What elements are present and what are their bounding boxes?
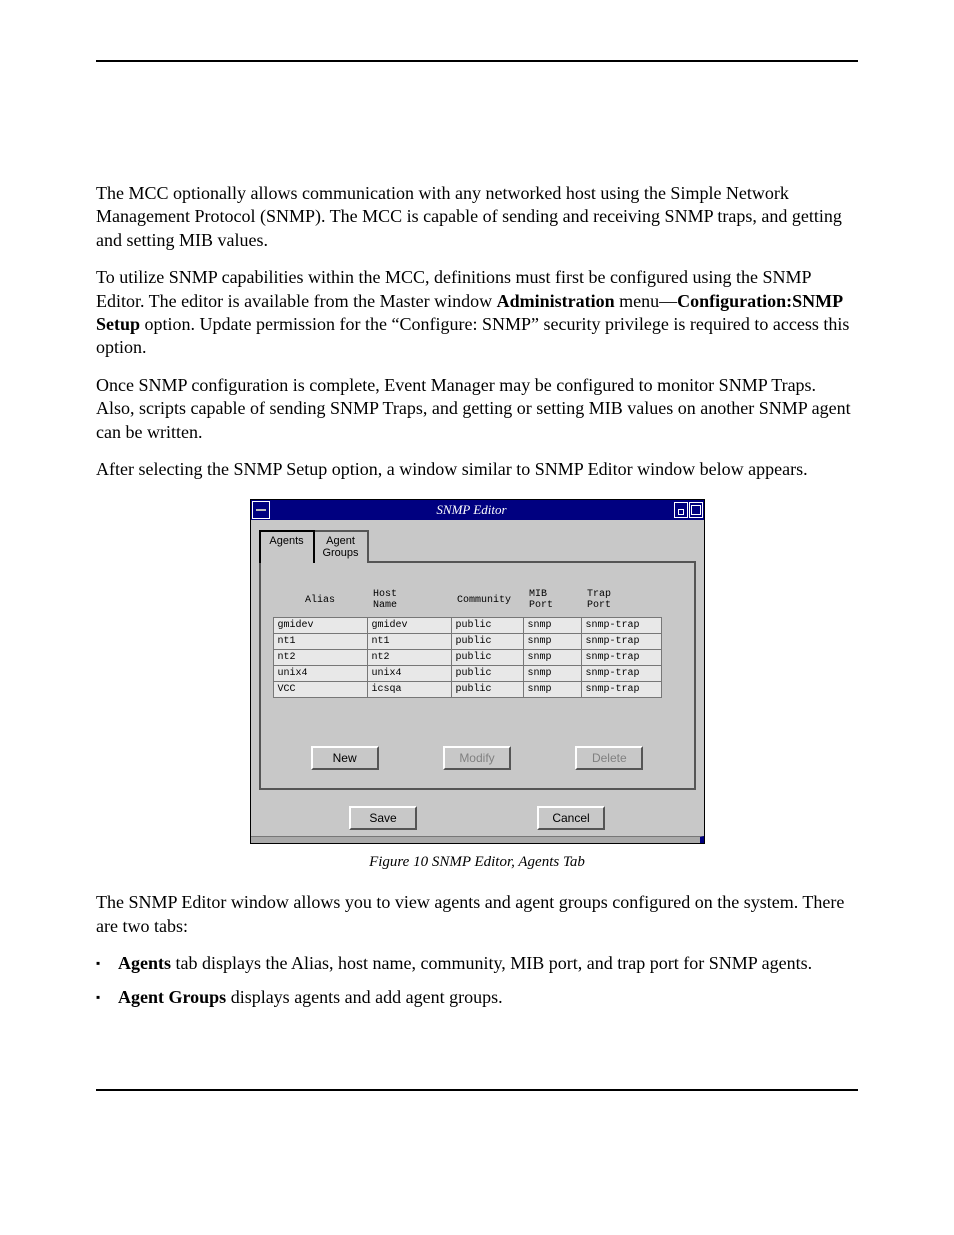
snmp-editor-window: SNMP Editor Agents Agent Groups Alias (250, 499, 705, 844)
p2-c: option. Update permission for the “Confi… (96, 314, 849, 357)
bullet-list: Agents tab displays the Alias, host name… (96, 952, 858, 1009)
tab-agent-groups[interactable]: Agent Groups (313, 530, 369, 563)
col-alias: Alias (273, 585, 367, 618)
cell-host: icsqa (367, 682, 451, 698)
paragraph-1: The MCC optionally allows communication … (96, 182, 858, 252)
titlebar: SNMP Editor (251, 500, 704, 520)
cancel-button[interactable]: Cancel (537, 806, 605, 830)
bullet-1-bold: Agents (118, 953, 171, 973)
p2-b: menu— (615, 291, 678, 311)
cell-alias: unix4 (273, 666, 367, 682)
cell-host: unix4 (367, 666, 451, 682)
paragraph-2: To utilize SNMP capabilities within the … (96, 266, 858, 360)
cell-trap: snmp-trap (581, 634, 661, 650)
minimize-icon[interactable] (674, 502, 688, 518)
col-trap: Trap Port (581, 585, 661, 618)
cell-alias: nt2 (273, 650, 367, 666)
cell-alias: VCC (273, 682, 367, 698)
body-text: The MCC optionally allows communication … (96, 182, 858, 481)
top-rule (96, 60, 858, 62)
cell-host: gmidev (367, 618, 451, 634)
cell-community: public (451, 618, 523, 634)
delete-button[interactable]: Delete (575, 746, 643, 770)
maximize-icon[interactable] (689, 502, 703, 518)
bullet-1-rest: tab displays the Alias, host name, commu… (171, 953, 812, 973)
cell-host: nt2 (367, 650, 451, 666)
cell-trap: snmp-trap (581, 682, 661, 698)
bullet-2-rest: displays agents and add agent groups. (226, 987, 502, 1007)
tab-agents[interactable]: Agents (259, 530, 315, 563)
table-row[interactable]: VCC icsqa public snmp snmp-trap (273, 682, 661, 698)
col-mib: MIB Port (523, 585, 581, 618)
col-community: Community (451, 585, 523, 618)
status-bar (251, 836, 704, 843)
cell-alias: gmidev (273, 618, 367, 634)
cell-host: nt1 (367, 634, 451, 650)
p2-admin: Administration (497, 291, 615, 311)
modify-button[interactable]: Modify (443, 746, 511, 770)
paragraph-3: Once SNMP configuration is complete, Eve… (96, 374, 858, 444)
cell-mib: snmp (523, 634, 581, 650)
cell-community: public (451, 666, 523, 682)
cell-mib: snmp (523, 682, 581, 698)
cell-community: public (451, 682, 523, 698)
table-row[interactable]: gmidev gmidev public snmp snmp-trap (273, 618, 661, 634)
bullet-2-bold: Agent Groups (118, 987, 226, 1007)
cell-community: public (451, 650, 523, 666)
cell-mib: snmp (523, 650, 581, 666)
table-row[interactable]: nt2 nt2 public snmp snmp-trap (273, 650, 661, 666)
cell-community: public (451, 634, 523, 650)
list-item: Agents tab displays the Alias, host name… (96, 952, 858, 975)
tab-panel: Alias Host Name Community MIB Port Trap … (259, 561, 696, 790)
bottom-rule (96, 1089, 858, 1091)
cell-alias: nt1 (273, 634, 367, 650)
list-item: Agent Groups displays agents and add age… (96, 986, 858, 1009)
col-host: Host Name (367, 585, 451, 618)
table-row[interactable]: nt1 nt1 public snmp snmp-trap (273, 634, 661, 650)
cell-mib: snmp (523, 666, 581, 682)
tabs-row: Agents Agent Groups (259, 530, 696, 563)
window-title: SNMP Editor (270, 502, 674, 518)
save-button[interactable]: Save (349, 806, 417, 830)
table-row[interactable]: unix4 unix4 public snmp snmp-trap (273, 666, 661, 682)
new-button[interactable]: New (311, 746, 379, 770)
system-menu-icon[interactable] (252, 501, 270, 519)
cell-trap: snmp-trap (581, 618, 661, 634)
cell-trap: snmp-trap (581, 666, 661, 682)
cell-trap: snmp-trap (581, 650, 661, 666)
agents-table: Alias Host Name Community MIB Port Trap … (273, 585, 662, 698)
cell-mib: snmp (523, 618, 581, 634)
figure-caption: Figure 10 SNMP Editor, Agents Tab (369, 854, 585, 871)
paragraph-4: After selecting the SNMP Setup option, a… (96, 458, 858, 481)
paragraph-5: The SNMP Editor window allows you to vie… (96, 891, 858, 938)
